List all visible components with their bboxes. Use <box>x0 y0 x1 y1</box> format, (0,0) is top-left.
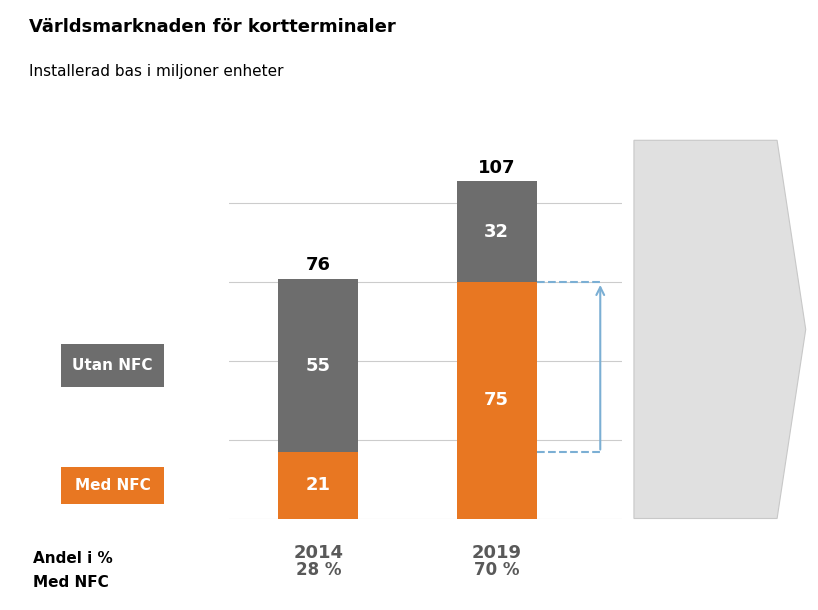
Bar <box>456 181 537 282</box>
Text: takt i %: takt i % <box>687 301 740 315</box>
Text: 28 %: 28 % <box>691 369 736 387</box>
Text: Med NFC:: Med NFC: <box>681 240 747 254</box>
Bar <box>278 279 358 453</box>
Text: 75: 75 <box>484 391 510 409</box>
Text: 2014: 2014 <box>294 544 344 562</box>
Text: Utan NFC: Utan NFC <box>72 358 153 373</box>
Text: Världsmarknaden för kortterminaler: Världsmarknaden för kortterminaler <box>29 18 395 37</box>
Text: 2019: 2019 <box>472 544 522 562</box>
Text: 76: 76 <box>306 256 330 274</box>
FancyBboxPatch shape <box>61 467 164 504</box>
Text: Med NFC: Med NFC <box>33 575 109 590</box>
Text: 70 %: 70 % <box>474 561 519 580</box>
Text: 28 %: 28 % <box>295 561 341 580</box>
Text: 107: 107 <box>478 159 515 176</box>
Text: 32: 32 <box>484 223 510 241</box>
Text: 21: 21 <box>306 476 330 495</box>
Text: Årlig tillväxt-: Årlig tillväxt- <box>669 270 758 285</box>
Text: Andel i %: Andel i % <box>33 551 112 565</box>
Text: Med NFC: Med NFC <box>74 478 151 493</box>
FancyBboxPatch shape <box>61 344 164 387</box>
Bar <box>456 282 537 518</box>
Text: 55: 55 <box>306 357 330 375</box>
Text: Installerad bas i miljoner enheter: Installerad bas i miljoner enheter <box>29 64 283 79</box>
Text: 2014-2019: 2014-2019 <box>676 207 751 220</box>
Bar <box>278 453 358 518</box>
